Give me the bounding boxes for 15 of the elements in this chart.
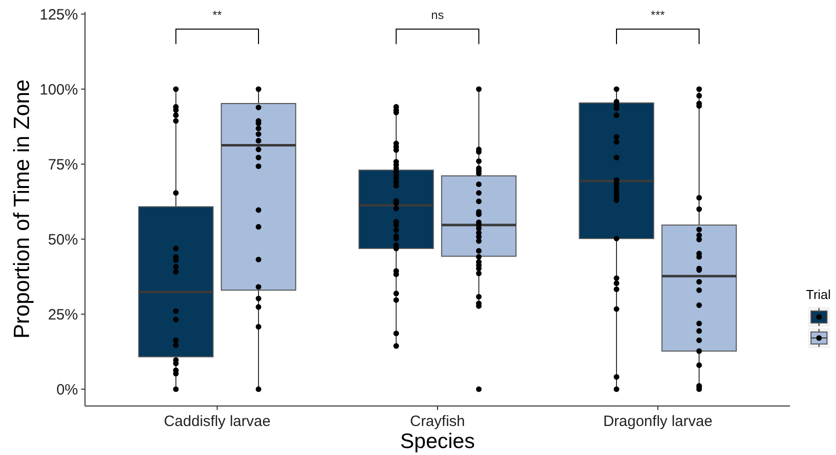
y-tick-label: 75% [48,156,78,174]
y-tick-label: 100% [40,81,78,98]
annotation: *** [650,8,666,22]
y-tick-label: 125% [40,6,78,24]
y-tick-label: 25% [48,306,78,324]
x-tick-label: Caddisfly larvae [164,413,271,430]
x-axis-title: Species [400,430,475,453]
y-tick-label: 50% [48,231,78,248]
y-tick-label: 0% [56,381,78,398]
legend-title: Trial [806,287,831,302]
x-tick-label: Crayfish [410,413,466,430]
y-axis-title: Proportion of Time in Zone [9,79,34,339]
x-tick-label: Dragonfly larvae [603,413,712,430]
annotation: ns [431,8,444,22]
annotation: ** [212,8,222,22]
